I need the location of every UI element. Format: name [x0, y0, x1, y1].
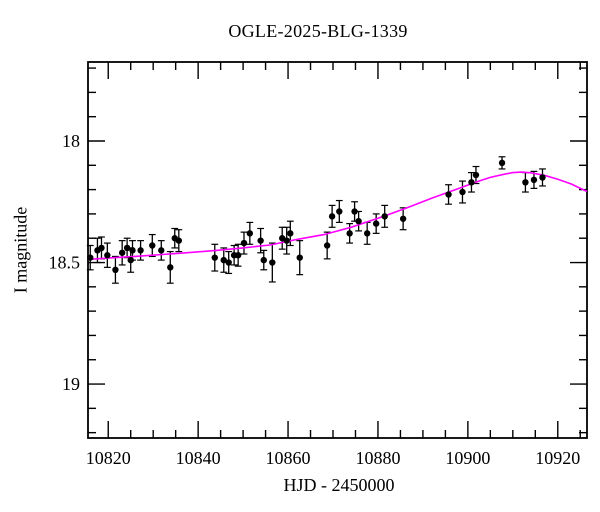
- data-point: [240, 239, 248, 247]
- data-point: [498, 159, 506, 167]
- data-point: [167, 264, 174, 271]
- data-point: [260, 256, 267, 264]
- model-curve: [87, 171, 588, 261]
- data-point: [87, 254, 94, 261]
- data-point: [149, 242, 156, 249]
- data-point: [323, 242, 331, 249]
- data-point: [158, 247, 165, 254]
- data-point: [336, 208, 343, 215]
- x-tick-label: 10900: [445, 448, 490, 468]
- y-tick-label: 18: [62, 131, 80, 151]
- data-point: [123, 244, 131, 252]
- data-point: [296, 254, 303, 261]
- data-point: [246, 230, 254, 237]
- data-point: [211, 254, 218, 261]
- x-tick-label: 10840: [176, 448, 221, 468]
- x-tick-label: 10860: [266, 448, 311, 468]
- data-point: [399, 215, 407, 222]
- data-point: [459, 188, 466, 196]
- data-point: [269, 259, 276, 266]
- data-point: [287, 230, 294, 237]
- data-point: [104, 252, 111, 259]
- y-axis-label: I magnitude: [10, 206, 31, 294]
- data-point: [472, 171, 480, 179]
- x-tick-label: 10920: [535, 448, 580, 468]
- data-point: [98, 244, 105, 252]
- data-point: [539, 174, 546, 181]
- data-point: [381, 213, 388, 220]
- data-point: [112, 266, 119, 274]
- data-point: [328, 213, 336, 220]
- data-point: [220, 256, 227, 264]
- data-point: [225, 259, 232, 266]
- data-point: [355, 217, 362, 225]
- data-point: [346, 230, 353, 237]
- data-point: [530, 176, 538, 184]
- y-tick-label: 19: [62, 374, 80, 394]
- plot-frame: [87, 61, 588, 439]
- data-point: [363, 230, 371, 237]
- data-point: [283, 237, 290, 244]
- data-point: [351, 208, 358, 215]
- data-point: [372, 220, 380, 227]
- data-point: [234, 252, 242, 259]
- data-point: [129, 247, 136, 254]
- data-point: [522, 179, 529, 186]
- data-point: [468, 179, 475, 186]
- x-tick-label: 10820: [86, 448, 131, 468]
- data-point: [127, 256, 134, 264]
- data-point: [257, 237, 264, 244]
- data-point: [175, 237, 183, 244]
- x-tick-label: 10880: [355, 448, 400, 468]
- x-axis-label: HJD - 2450000: [283, 475, 395, 495]
- data-point: [445, 191, 452, 198]
- plot-title: OGLE-2025-BLG-1339: [228, 21, 408, 41]
- y-tick-label: 18.5: [49, 253, 81, 273]
- data-point: [137, 247, 144, 254]
- data-point: [118, 249, 126, 256]
